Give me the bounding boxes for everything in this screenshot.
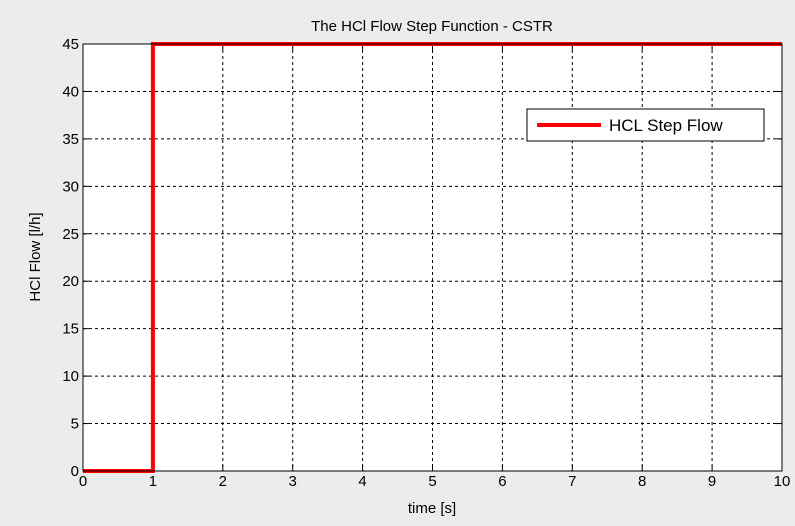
x-tick-label: 3: [289, 473, 297, 490]
y-tick-label: 35: [62, 131, 79, 148]
x-tick-label: 2: [219, 473, 227, 490]
x-tick-label: 4: [358, 473, 366, 490]
y-tick-label: 40: [62, 83, 79, 100]
x-tick-label: 0: [79, 473, 87, 490]
x-tick-label: 6: [498, 473, 506, 490]
y-tick-label: 10: [62, 368, 79, 385]
x-tick-label: 9: [708, 473, 716, 490]
y-tick-label: 45: [62, 36, 79, 53]
x-tick-label: 1: [149, 473, 157, 490]
x-axis-label: time [s]: [408, 500, 456, 517]
y-tick-label: 20: [62, 273, 79, 290]
legend: HCL Step Flow: [526, 108, 765, 142]
y-tick-label: 25: [62, 226, 79, 243]
x-tick-label: 8: [638, 473, 646, 490]
x-tick-label: 7: [568, 473, 576, 490]
chart-title: The HCl Flow Step Function - CSTR: [311, 18, 553, 35]
x-tick-label: 10: [774, 473, 791, 490]
y-tick-label: 5: [71, 416, 79, 433]
y-axis-label: HCl Flow [l/h]: [27, 212, 44, 301]
y-tick-label: 0: [71, 463, 79, 480]
plot-frame: [82, 43, 783, 472]
y-tick-label: 30: [62, 178, 79, 195]
y-tick-label: 15: [62, 321, 79, 338]
x-tick-label: 5: [428, 473, 436, 490]
legend-label: HCL Step Flow: [609, 116, 723, 135]
